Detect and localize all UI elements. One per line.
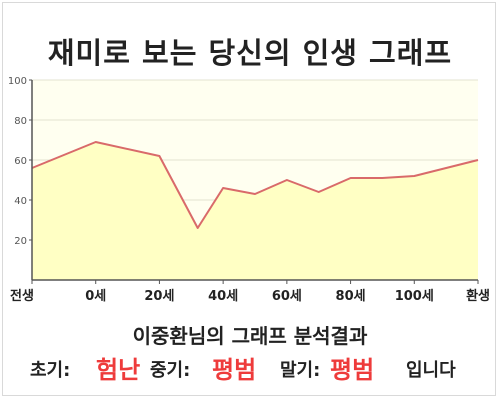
late-value: 평범 (330, 356, 375, 384)
series-area (32, 142, 478, 280)
x-tick-label: 80세 (336, 289, 366, 304)
y-tick-labels: 20 40 60 80 100 (8, 76, 27, 247)
y-tick-label: 20 (14, 236, 27, 247)
x-tick-label: 20세 (144, 289, 174, 304)
early-value: 험난 (96, 356, 141, 384)
axes (29, 79, 479, 284)
ending-text: 입니다 (406, 360, 456, 381)
x-tick-label: 환생 (466, 288, 490, 304)
y-tick-label: 40 (14, 196, 27, 207)
x-tick-label: 전생 (10, 288, 34, 304)
x-tick-labels: 전생 0세 20세 40세 60세 80세 100세 환생 (10, 288, 490, 304)
result-title: 이중환님의 그래프 분석결과 (132, 324, 368, 348)
mid-value: 평범 (212, 356, 257, 384)
y-tick-label: 100 (8, 76, 27, 87)
image-frame (2, 2, 496, 396)
x-tick-label: 0세 (85, 289, 106, 304)
mid-label: 중기: (150, 360, 191, 381)
series-line (31, 141, 479, 229)
y-tick-label: 60 (14, 156, 27, 167)
chart-title: 재미로 보는 당신의 인생 그래프 (47, 36, 453, 70)
early-label: 초기: (30, 360, 71, 381)
x-tick-label: 60세 (272, 289, 302, 304)
x-tick-label: 100세 (395, 289, 434, 304)
y-tick-label: 80 (14, 116, 27, 127)
result-summary: 초기: 험난 중기: 평범 말기: 평범 입니다 (0, 350, 500, 386)
late-label: 말기: (280, 360, 321, 381)
x-tick-label: 40세 (208, 289, 238, 304)
